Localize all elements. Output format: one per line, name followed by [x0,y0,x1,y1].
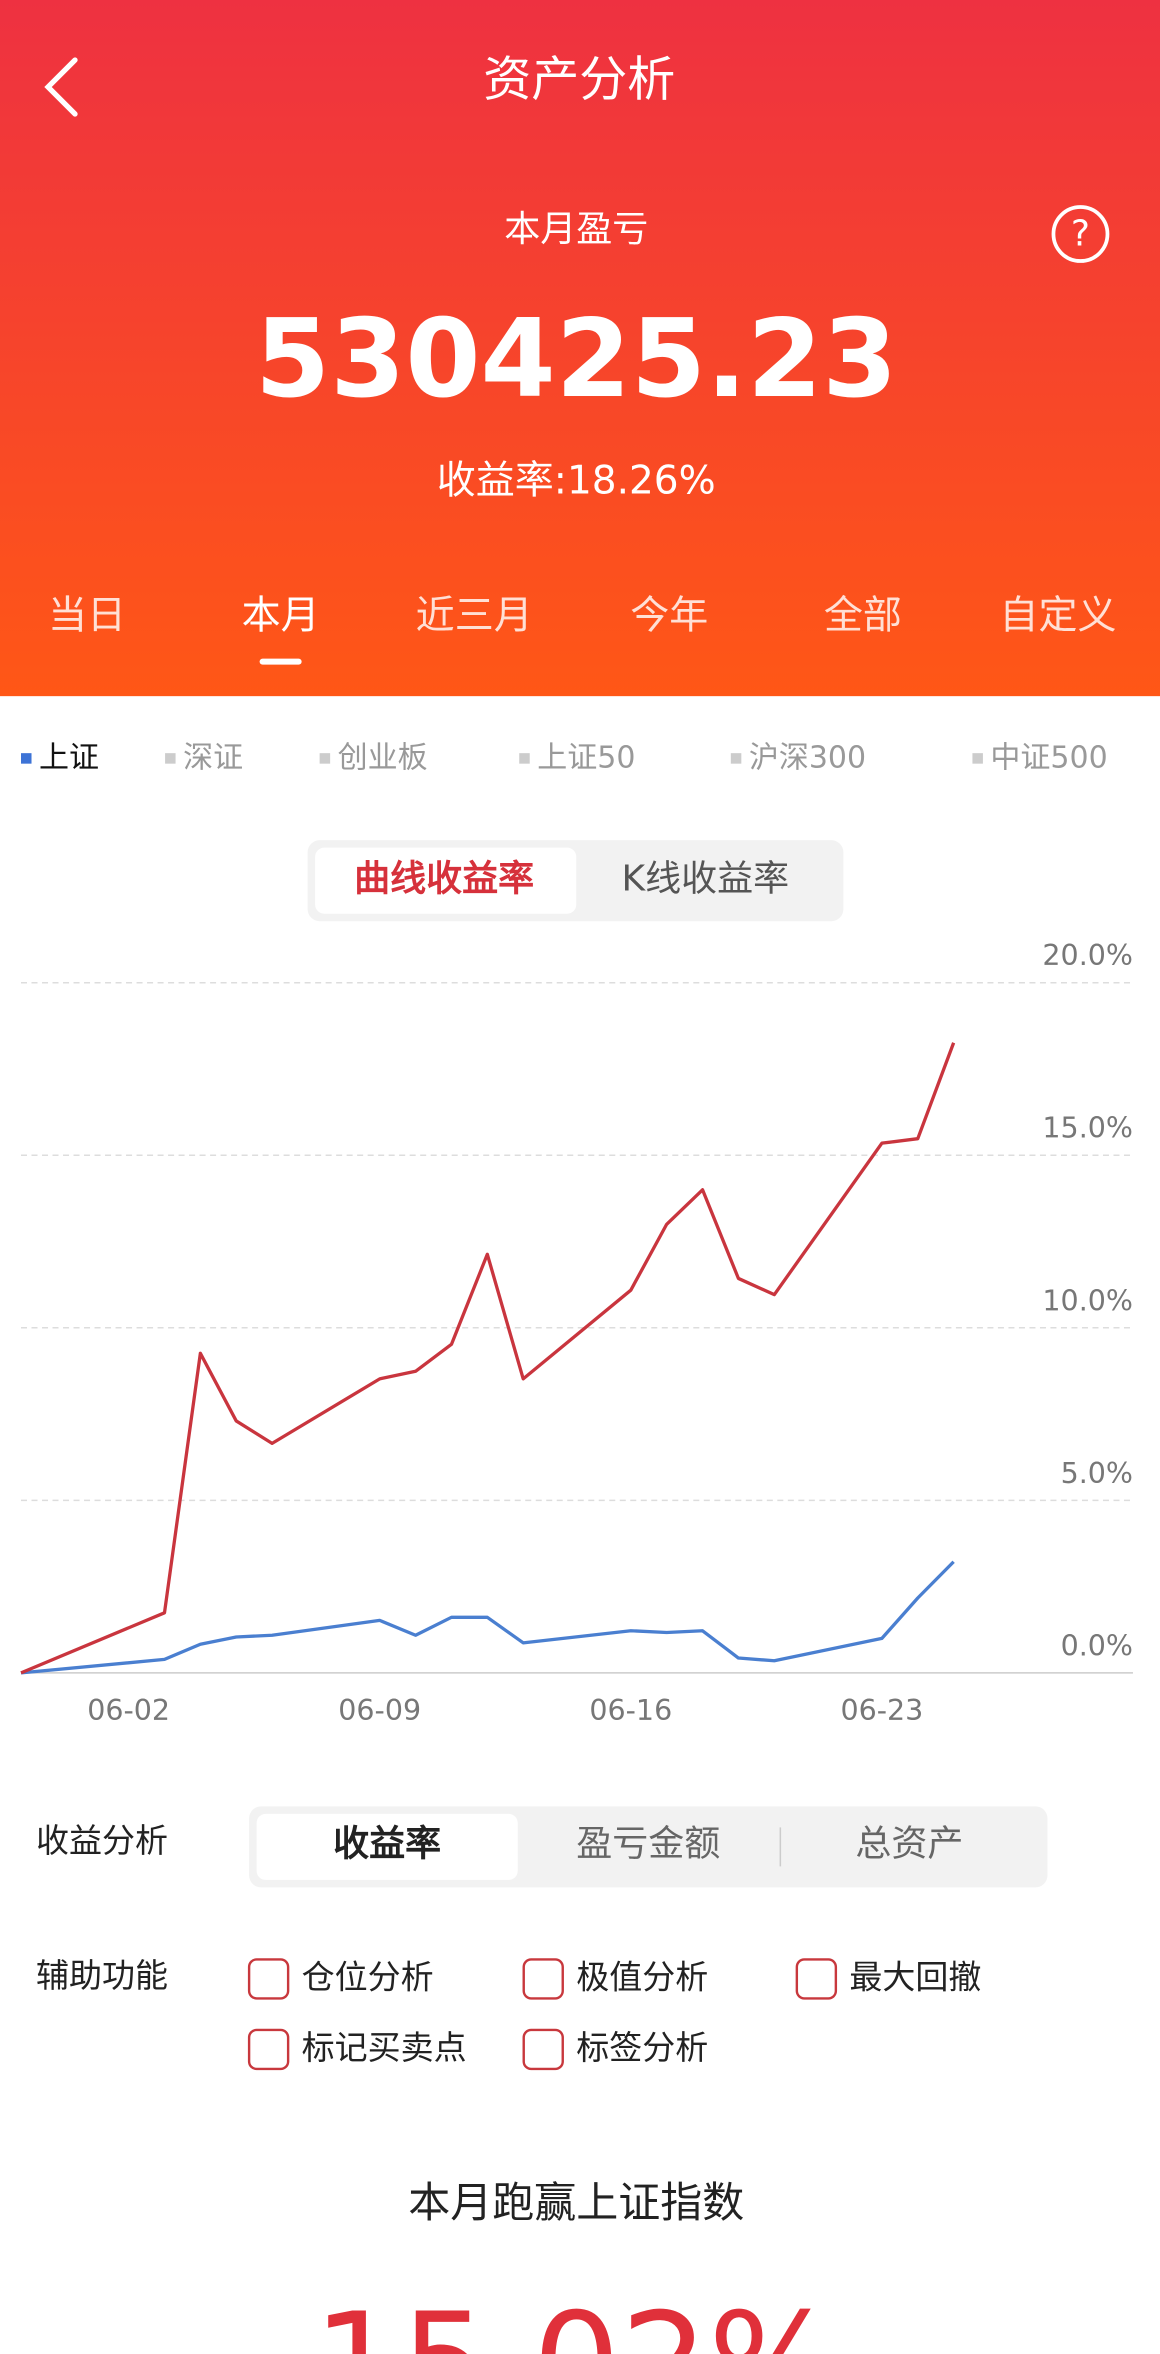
tab-underline [259,658,302,665]
index-tab[interactable]: 深证 [183,741,243,776]
aux-option[interactable]: 标签分析 [576,2028,708,2067]
index-tab[interactable]: 上证 [39,741,99,776]
period-tab[interactable]: 今年 [630,594,708,639]
y-tick-label: 20.0% [1042,939,1133,972]
footer-title: 本月跑赢上证指数 [408,2178,744,2227]
y-tick-label: 5.0% [1061,1457,1133,1490]
index-tab[interactable]: 上证50 [537,741,635,776]
mode-tab[interactable]: K线收益率 [621,859,789,900]
aux-label: 辅助功能 [36,1956,168,1995]
checkbox[interactable] [247,2028,290,2071]
index-dot [972,753,983,764]
x-tick-label: 06-23 [840,1694,923,1727]
summary-amount: 530425.23 [255,297,897,422]
index-dot [319,753,331,764]
y-tick-label: 0.0% [1061,1629,1133,1662]
y-tick-label: 10.0% [1042,1284,1133,1317]
checkbox[interactable] [247,1958,290,2000]
index-dot [21,753,32,764]
summary-label: 本月盈亏 [504,209,648,250]
aux-option[interactable]: 极值分析 [576,1957,708,1996]
y-tick-label: 15.0% [1042,1112,1133,1145]
series-line [20,1560,955,1675]
aux-option[interactable]: 标记买卖点 [302,2028,467,2067]
index-dot [165,753,176,764]
page-title: 资产分析 [483,52,675,108]
x-tick-label: 06-16 [589,1694,672,1727]
period-tab[interactable]: 本月 [242,594,320,639]
mode-selected [315,847,577,914]
analysis-tab[interactable]: 收益率 [333,1823,441,1864]
index-tab[interactable]: 创业板 [338,741,428,776]
aux-option[interactable]: 最大回撤 [849,1957,981,1996]
period-tab[interactable]: 近三月 [416,594,533,639]
analysis-tab[interactable]: 总资产 [855,1823,963,1864]
period-tab[interactable]: 全部 [824,594,902,639]
period-tab[interactable]: 当日 [48,594,126,639]
period-tab[interactable]: 自定义 [999,594,1116,639]
back-button[interactable] [44,57,78,117]
x-tick-label: 06-09 [338,1694,421,1727]
analysis-selected [256,1813,518,1880]
header-bg [0,0,1160,697]
x-tick-label: 06-02 [87,1694,170,1727]
summary-rate: 收益率:18.26% [437,459,716,504]
svg-text:?: ? [1071,214,1090,255]
checkbox[interactable] [522,1958,564,2000]
index-dot [730,753,742,764]
help-button[interactable]: ? [1051,205,1110,263]
series-line [20,1042,956,1675]
checkbox[interactable] [795,1958,838,2000]
mode-tab[interactable]: 曲线收益率 [354,859,534,900]
checkbox[interactable] [522,2028,564,2071]
index-tab[interactable]: 沪深300 [749,741,866,776]
analysis-label: 收益分析 [36,1821,168,1860]
analysis-tab[interactable]: 盈亏金额 [576,1823,720,1864]
footer-value: 15.02% [313,2283,839,2354]
index-tab[interactable]: 中证500 [990,741,1107,776]
aux-option[interactable]: 仓位分析 [302,1957,434,1996]
index-dot [519,753,530,764]
